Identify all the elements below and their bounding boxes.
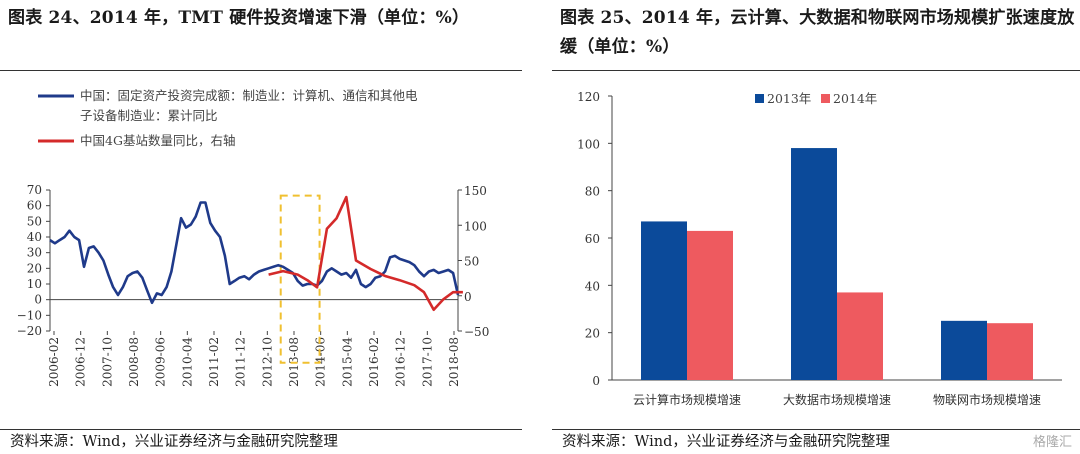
right-source-rule: [552, 429, 1080, 430]
y-tick-label: 80: [585, 185, 600, 199]
left-y-tick-label: −20: [17, 324, 42, 338]
x-category-label: 云计算市场规模增速: [633, 392, 741, 407]
x-tick-label: 2007-10: [100, 337, 114, 387]
left-y-tick-label: 20: [27, 261, 42, 275]
left-y-tick-label: 30: [27, 246, 42, 260]
bar-2013-2: [941, 320, 987, 380]
x-category-label: 物联网市场规模增速: [933, 392, 1041, 407]
right-y-tick-label: 150: [464, 184, 487, 198]
right-y-tick-label: −50: [464, 325, 489, 339]
series-electronics-investment-line: [49, 201, 460, 305]
bar-2013-0: [641, 221, 687, 380]
right-source-note: 资料来源：Wind，兴业证券经济与金融研究院整理: [562, 434, 890, 450]
left-title-rule: [0, 70, 522, 71]
x-tick-label: 2011-12: [234, 337, 248, 387]
x-tick-label: 2012-10: [260, 337, 274, 387]
x-tick-label: 2016-02: [367, 337, 381, 387]
bar-2014-1: [837, 292, 883, 380]
right-y-tick-label: 100: [464, 219, 487, 233]
x-tick-label: 2006-02: [47, 337, 61, 387]
x-tick-label: 2016-12: [394, 337, 408, 387]
legend-swatch-0: [755, 94, 764, 103]
left-y-tick-label: 50: [27, 214, 42, 228]
left-y-tick-label: −10: [17, 308, 42, 322]
series-4g-base-station-line: [268, 195, 463, 312]
legend-label-electronics-line1: 中国：固定资产投资完成额：制造业：计算机、通信和其他电: [80, 88, 418, 103]
x-tick-label: 2014-06: [314, 337, 328, 387]
right-panel: 图表 25、2014 年，云计算、大数据和物联网市场规模扩张速度放缓（单位：%）…: [552, 0, 1080, 454]
left-source-note: 资料来源：Wind，兴业证券经济与金融研究院整理: [10, 434, 338, 450]
legend-label-0: 2013年: [767, 91, 811, 106]
right-title-rule: [552, 70, 1080, 71]
legend-label-electronics-line2: 子设备制造业：累计同比: [80, 108, 218, 123]
left-y-tick-label: 70: [27, 183, 42, 197]
x-tick-label: 2011-02: [207, 337, 221, 387]
legend-label-4g: 中国4G基站数量同比，右轴: [80, 133, 235, 148]
right-chart-title: 图表 25、2014 年，云计算、大数据和物联网市场规模扩张速度放缓（单位：%）: [560, 8, 1075, 57]
left-line-chart: 706050403020100−10−20150100500−502006-02…: [17, 88, 490, 387]
left-source-rule: [0, 429, 522, 430]
y-tick-label: 0: [592, 374, 600, 388]
x-category-label: 大数据市场规模增速: [783, 392, 891, 407]
y-tick-label: 100: [577, 137, 600, 151]
left-panel: 图表 24、2014 年，TMT 硬件投资增速下滑（单位：%） 70 60 50 40…: [0, 0, 530, 454]
left-chart-title: 图表 24、2014 年，TMT 硬件投资增速下滑（单位：%）: [8, 8, 470, 28]
x-tick-label: 2018-08: [447, 337, 461, 387]
x-tick-label: 2009-06: [154, 337, 168, 387]
bar-2014-0: [687, 230, 733, 380]
x-tick-label: 2015-04: [340, 337, 354, 387]
y-tick-label: 60: [585, 232, 600, 246]
x-tick-label: 2006-12: [74, 337, 88, 387]
x-tick-label: 2017-10: [420, 337, 434, 387]
watermark-logo: 格隆汇: [1032, 435, 1072, 450]
legend-swatch-1: [821, 94, 830, 103]
legend-label-1: 2014年: [833, 91, 877, 106]
left-y-tick-label: 10: [27, 277, 42, 291]
y-tick-label: 120: [577, 90, 600, 104]
left-y-tick-label: 0: [34, 293, 42, 307]
y-tick-label: 40: [585, 279, 600, 293]
bar-2014-2: [987, 323, 1033, 380]
left-y-tick-label: 40: [27, 230, 42, 244]
y-tick-label: 20: [585, 327, 600, 341]
right-bar-chart: 120 100 80 60 40 20 0 云计算市场规模增速 大数据市场规模增速 物联网市场规模…: [577, 90, 1062, 407]
x-tick-label: 2008-08: [127, 337, 141, 387]
x-tick-label: 2010-04: [180, 337, 194, 387]
bar-2013-1: [791, 148, 837, 380]
right-y-tick-label: 50: [464, 255, 479, 269]
right-y-tick-label: 0: [464, 290, 472, 304]
left-y-tick-label: 60: [27, 199, 42, 213]
